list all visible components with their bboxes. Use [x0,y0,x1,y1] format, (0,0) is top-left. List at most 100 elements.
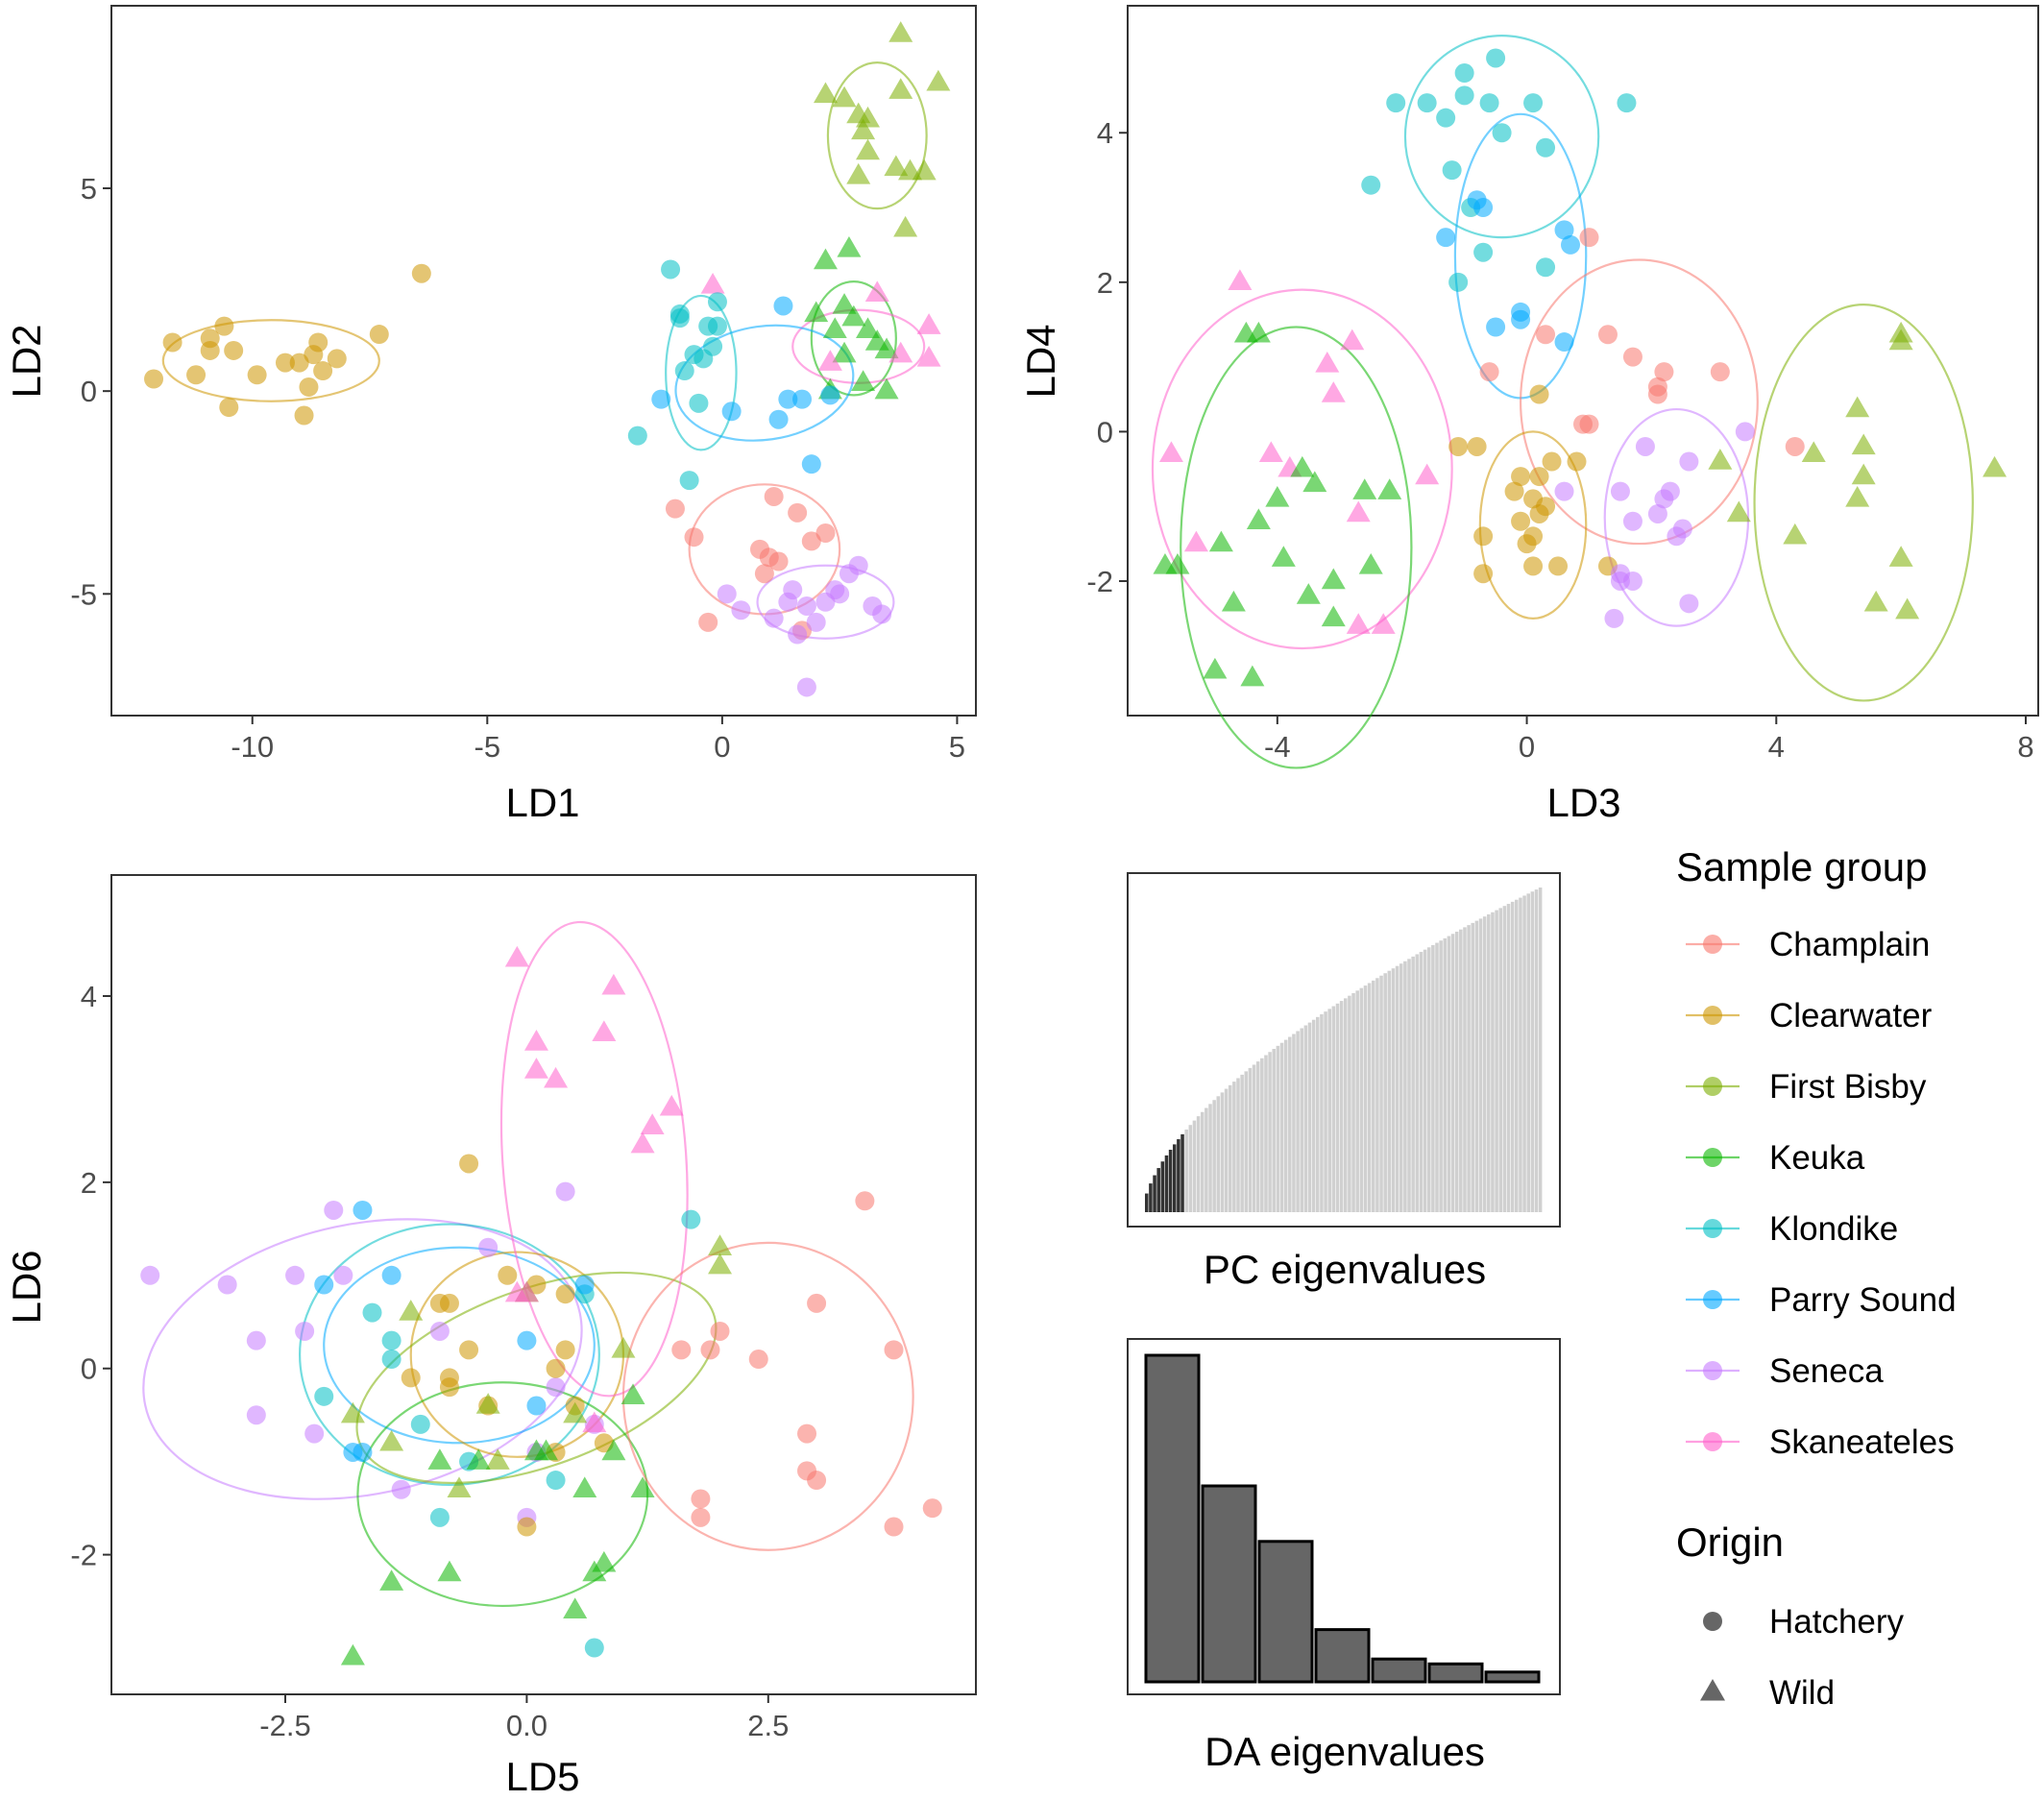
legend-key-point [1703,1361,1722,1380]
point-first-bisby-wild [611,1336,636,1358]
point-seneca-hatchery [796,596,816,616]
legend-triangle-icon [1700,1679,1725,1701]
point-clearwater-hatchery [1567,451,1587,472]
point-seneca-hatchery [324,1200,344,1220]
point-skaneateles-wild [1183,530,1208,552]
point-clearwater-hatchery [1511,511,1531,531]
legend: Sample group Champlain Clearwater First Bi… [1676,844,1957,1712]
point-parry-sound-hatchery [792,389,813,409]
point-seneca-hatchery [1667,526,1687,547]
legend-key-point [1703,1290,1722,1309]
x-tick-label: 0.0 [506,1709,548,1742]
point-first-bisby-wild [399,1300,424,1321]
point-keuka-wild [832,341,857,363]
point-first-bisby-wild [1888,328,1913,351]
ellipse-skaneateles [499,920,689,1398]
point-seneca-hatchery [1735,422,1755,442]
point-parry-sound-hatchery [1511,309,1531,329]
pc-eig-bar [1216,1096,1221,1212]
x-axis-title-ld5: LD5 [505,1754,579,1799]
point-seneca-hatchery [783,580,803,600]
point-champlain-hatchery [884,1517,904,1537]
point-parry-sound-hatchery [651,389,671,409]
point-clearwater-hatchery [1536,497,1556,517]
scatter-panel-ld5-ld6: -2.5 0.0 2.5 -2 0 2 4 [70,874,977,1742]
point-champlain-hatchery [807,1293,827,1313]
da-eig-bar [1484,1670,1541,1684]
pc-eig-bar [1526,893,1530,1212]
point-clearwater-hatchery [1523,526,1544,547]
pc-eig-bar [1288,1036,1292,1212]
ellipse-first-bisby [826,61,928,210]
x-tick-label: 4 [1768,730,1785,764]
point-parry-sound-hatchery [526,1396,547,1416]
point-keuka-wild [1165,552,1190,574]
point-first-bisby-wild [888,21,913,42]
point-skaneateles-wild [916,313,941,334]
point-first-bisby-wild [926,69,951,91]
point-klondike-hatchery [1436,108,1456,128]
ellipse-first-bisby [1753,304,1974,702]
pc-eig-bar [1272,1049,1277,1212]
point-first-bisby-wild [379,1429,404,1451]
pc-eig-bar [1463,927,1467,1212]
pc-eig-bar [1467,925,1471,1212]
point-keuka-wild [1302,471,1327,493]
point-first-bisby-wild [1863,590,1888,612]
point-klondike-hatchery [679,471,699,491]
point-seneca-hatchery [1604,608,1624,628]
point-klondike-hatchery [1536,257,1556,278]
panel-border [1127,5,2039,717]
point-klondike-hatchery [627,426,647,446]
point-seneca-hatchery [246,1330,266,1350]
point-clearwater-hatchery [1529,467,1549,487]
ellipse-seneca [142,1218,583,1500]
pc-eig-bar [1327,1009,1331,1212]
point-keuka-wild [1221,590,1246,612]
point-keuka-wild [1208,530,1233,552]
ellipse-klondike [665,294,738,451]
ellipse-first-bisby [355,1271,718,1485]
point-parry-sound-hatchery [801,454,821,474]
legend-label: Clearwater [1769,997,1933,1034]
point-skaneateles-wild [514,1280,539,1302]
pc-eig-bar [1439,940,1443,1212]
legend-label: Wild [1769,1674,1835,1712]
point-first-bisby-wild [1845,396,1870,418]
point-klondike-hatchery [1473,242,1494,262]
pc-eig-bar [1415,954,1420,1212]
point-parry-sound-hatchery [314,1275,334,1295]
point-skaneateles-wild [1371,613,1396,634]
point-first-bisby-wild [888,78,913,99]
point-clearwater-hatchery [459,1154,479,1174]
point-keuka-wild [466,1448,491,1470]
point-clearwater-hatchery [439,1293,459,1313]
point-seneca-hatchery [478,1237,499,1257]
point-klondike-hatchery [674,361,694,381]
point-clearwater-hatchery [275,353,295,373]
point-clearwater-hatchery [401,1368,421,1388]
point-seneca-hatchery [764,608,784,628]
pc-eig-bar [1324,1011,1327,1212]
scatter-panel-ld1-ld2: -10 -5 0 5 -5 0 5 [70,5,977,764]
legend-origin-hatchery: Hatchery [1703,1603,1905,1641]
point-champlain-hatchery [807,1471,827,1491]
point-clearwater-hatchery [555,1284,575,1304]
point-keuka-wild [1290,455,1315,477]
point-klondike-hatchery [1492,123,1512,143]
point-parry-sound-hatchery [353,1442,373,1462]
point-champlain-hatchery [1654,362,1674,382]
point-seneca-hatchery [391,1479,411,1499]
legend-item-klondike: Klondike [1686,1210,1898,1248]
ellipse-champlain [688,483,841,616]
pc-eig-bar [1534,889,1539,1212]
pc-eig-bar [1200,1111,1204,1212]
point-first-bisby-wild [1983,455,2008,477]
x-axis-title-ld3: LD3 [1546,780,1620,825]
legend-key-point [1703,1219,1722,1238]
point-keuka-wild [1352,478,1377,499]
pc-eig-bar [1316,1016,1320,1212]
pc-eig-bar [1172,1144,1177,1212]
point-champlain-hatchery [922,1498,942,1519]
point-first-bisby-wild [1801,441,1826,462]
